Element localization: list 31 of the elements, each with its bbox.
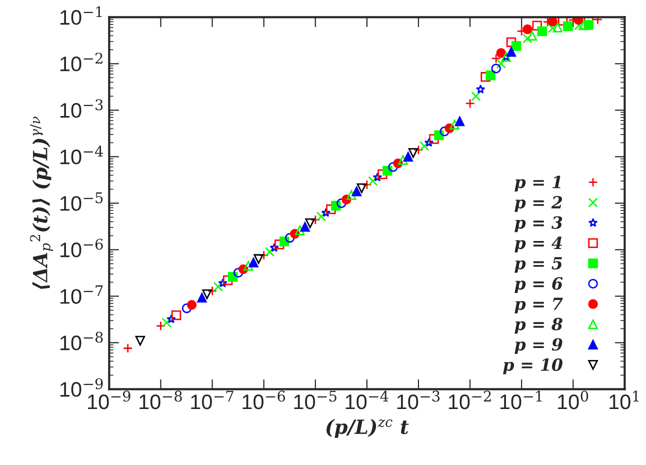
y-tick-label: 10$^{−3}$ bbox=[60, 99, 103, 118]
legend-label: p = 9 bbox=[514, 338, 562, 354]
legend-label: p = 7 bbox=[514, 298, 563, 314]
legend-label: p = 10 bbox=[503, 358, 562, 374]
x-tick-label: 10$^{0}$ bbox=[558, 390, 588, 410]
legend-label: p = 8 bbox=[514, 318, 562, 334]
x-tick-label: 10$^{1}$ bbox=[610, 390, 639, 410]
x-axis-title: (p/L)$^{zc}$ t bbox=[326, 419, 409, 438]
x-tick-label: 10$^{−8}$ bbox=[140, 390, 182, 410]
y-axis-title: ⟨ΔA$_{p}$$^{2}$(t)⟩ (p/L)$^{γ/ν}$ bbox=[30, 116, 54, 289]
y-tick-label: 10$^{−1}$ bbox=[60, 6, 102, 25]
x-tick-label: 10$^{−5}$ bbox=[294, 390, 336, 410]
x-tick-label: 10$^{−9}$ bbox=[88, 390, 130, 410]
legend-label: p = 4 bbox=[514, 236, 562, 252]
legend-label: p = 6 bbox=[514, 277, 563, 294]
x-tick-label: 10$^{−1}$ bbox=[500, 390, 542, 410]
x-tick-label: 10$^{−2}$ bbox=[448, 390, 491, 410]
x-tick-label: 10$^{−4}$ bbox=[346, 390, 388, 410]
legend-label: p = 1 bbox=[514, 176, 560, 192]
y-tick-label: 10$^{−6}$ bbox=[60, 238, 103, 258]
y-tick-label: 10$^{−4}$ bbox=[60, 146, 104, 164]
y-tick-label: 10$^{−7}$ bbox=[60, 285, 103, 304]
y-tick-label: 10$^{−8}$ bbox=[60, 332, 103, 350]
x-tick-label: 10$^{−3}$ bbox=[397, 390, 440, 410]
legend-label: p = 5 bbox=[514, 257, 562, 273]
legend-label: p = 2 bbox=[514, 196, 562, 212]
x-tick-label: 10$^{−7}$ bbox=[191, 390, 234, 410]
x-tick-label: 10$^{−6}$ bbox=[242, 390, 286, 410]
legend-label: p = 3 bbox=[514, 216, 562, 232]
y-tick-label: 10$^{−2}$ bbox=[60, 52, 102, 72]
y-tick-label: 10$^{−5}$ bbox=[60, 192, 103, 211]
